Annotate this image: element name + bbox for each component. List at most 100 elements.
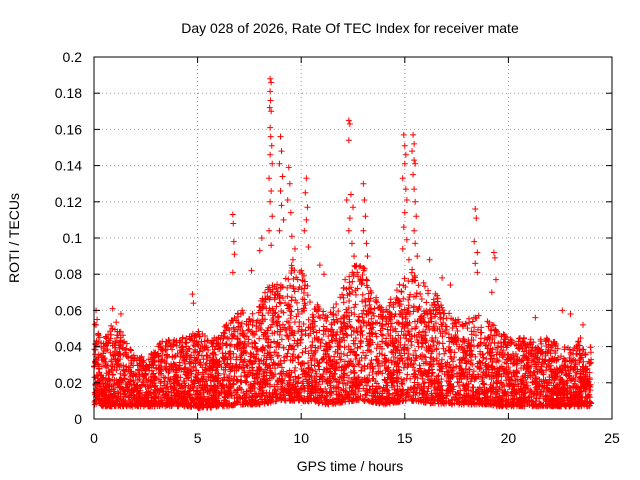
data-point <box>386 400 393 407</box>
data-point <box>408 338 415 345</box>
data-point <box>372 378 379 385</box>
data-point <box>382 358 389 365</box>
data-point <box>400 364 407 371</box>
data-point <box>446 343 453 350</box>
data-point <box>342 325 349 332</box>
data-point <box>347 392 354 399</box>
data-point <box>305 350 312 357</box>
data-point <box>179 334 186 341</box>
data-point <box>430 323 437 330</box>
data-point <box>151 390 158 397</box>
data-point <box>273 344 280 351</box>
data-point <box>309 379 316 386</box>
data-point <box>315 400 322 407</box>
data-point <box>128 360 135 367</box>
data-point <box>388 375 395 382</box>
data-point <box>352 291 359 298</box>
data-point <box>202 367 209 374</box>
data-point <box>538 378 545 385</box>
data-point <box>298 332 305 339</box>
data-point <box>443 315 450 322</box>
data-point <box>278 389 285 396</box>
data-point <box>352 356 359 363</box>
data-point <box>500 347 507 354</box>
data-point <box>390 343 397 350</box>
data-point <box>408 342 415 349</box>
data-point <box>296 284 303 291</box>
data-point <box>213 364 220 371</box>
data-point <box>527 387 534 394</box>
data-point <box>498 380 505 387</box>
data-point <box>494 356 501 363</box>
data-point <box>131 355 138 362</box>
data-point <box>249 321 256 328</box>
data-point <box>410 392 417 399</box>
data-point <box>323 365 330 372</box>
data-point <box>553 356 560 363</box>
data-point <box>102 347 109 354</box>
data-point <box>214 378 221 385</box>
data-point <box>237 401 244 408</box>
data-point <box>419 340 426 347</box>
data-point <box>99 353 106 360</box>
data-point <box>176 347 183 354</box>
data-point <box>380 384 387 391</box>
data-point <box>363 276 370 283</box>
data-point <box>263 305 270 312</box>
data-point <box>519 338 526 345</box>
data-point <box>96 334 103 341</box>
data-point <box>278 396 285 403</box>
data-point <box>567 401 574 408</box>
data-point <box>504 334 511 341</box>
data-point <box>362 379 369 386</box>
data-point <box>443 397 450 404</box>
data-point <box>344 309 351 316</box>
data-point <box>368 306 375 313</box>
data-point <box>91 321 98 328</box>
chart-title: Day 028 of 2026, Rate Of TEC Index for r… <box>181 20 519 36</box>
data-point <box>204 389 211 396</box>
data-point <box>128 391 135 398</box>
data-point <box>584 403 591 410</box>
data-point <box>231 373 238 380</box>
data-point <box>154 403 161 410</box>
data-point <box>411 367 418 374</box>
data-point <box>489 346 496 353</box>
data-point <box>348 324 355 331</box>
data-point <box>96 369 103 376</box>
data-point <box>430 396 437 403</box>
data-point <box>220 335 227 342</box>
data-point <box>346 385 353 392</box>
data-point <box>413 333 420 340</box>
data-point <box>422 368 429 375</box>
data-point <box>373 294 380 301</box>
data-point <box>395 366 402 373</box>
data-point <box>542 388 549 395</box>
data-point <box>420 279 427 286</box>
data-point <box>171 341 178 348</box>
data-point <box>226 402 233 409</box>
data-point <box>171 399 178 406</box>
data-point <box>354 329 361 336</box>
data-point <box>380 309 387 316</box>
data-point <box>365 378 372 385</box>
data-point <box>487 381 494 388</box>
data-point <box>438 321 445 328</box>
data-point <box>168 389 175 396</box>
data-point <box>291 337 298 344</box>
data-point <box>448 338 455 345</box>
data-point <box>320 370 327 377</box>
data-point <box>484 334 491 341</box>
data-point <box>414 375 421 382</box>
data-point <box>243 333 250 340</box>
data-point <box>422 399 429 406</box>
data-point <box>509 390 516 397</box>
data-point <box>376 350 383 357</box>
data-point <box>322 385 329 392</box>
data-point <box>408 325 415 332</box>
data-point <box>231 343 238 350</box>
data-point <box>125 394 132 401</box>
data-point <box>191 380 198 387</box>
data-point <box>273 303 280 310</box>
data-point <box>311 306 318 313</box>
